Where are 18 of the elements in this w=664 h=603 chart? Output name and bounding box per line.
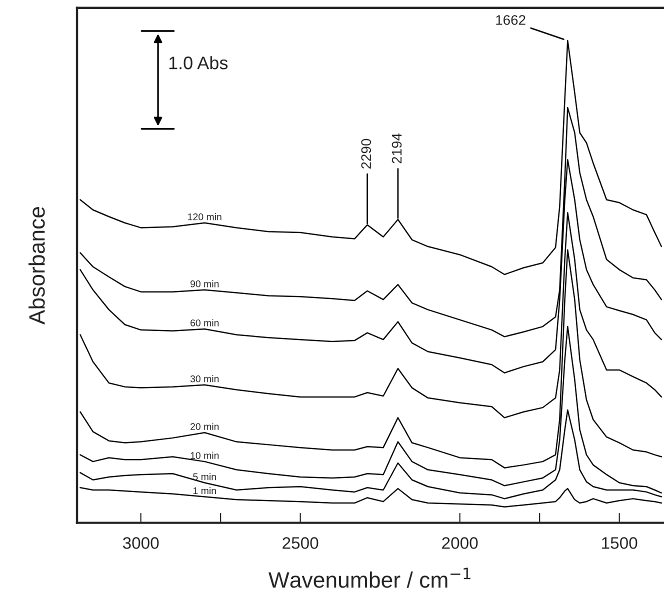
- series-label: 5 min: [193, 473, 216, 480]
- series-label: 20 min: [190, 422, 219, 430]
- series-label: 90 min: [190, 280, 219, 288]
- series-label: 1 min: [193, 487, 216, 494]
- x-tick-label: 3000: [122, 537, 159, 549]
- y-axis-title: Absorbance: [28, 207, 45, 325]
- series-label: 10 min: [190, 452, 219, 459]
- x-axis-title: Wavenumber / cm$^{−1}$: [268, 568, 470, 588]
- annotation: 1.0 Abs: [169, 56, 228, 70]
- series-label: 30 min: [190, 375, 219, 382]
- x-tick-label: 2500: [282, 537, 318, 549]
- series-label: 120 min: [188, 213, 222, 220]
- annotation: 2194: [392, 133, 402, 164]
- series-label: 60 min: [190, 319, 219, 326]
- x-tick-label: 1500: [602, 537, 638, 549]
- annotation: 1662: [496, 15, 526, 25]
- annotation: 2290: [361, 138, 372, 169]
- x-tick-label: 2000: [442, 537, 478, 549]
